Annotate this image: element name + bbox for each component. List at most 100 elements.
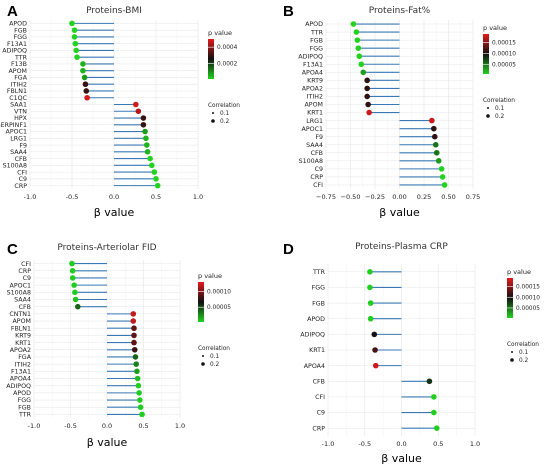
chart-plasma-crp: Proteins-Plasma CRP -1.0 -0.5 0.0 0.5 1.0 β va… [300, 242, 540, 465]
x-tick-label: 1.0 [470, 440, 480, 448]
lollipop-point [433, 149, 440, 156]
lollipop-point [431, 409, 437, 416]
legend-size-title: Correlation [483, 98, 515, 104]
lollipop-point [140, 121, 147, 128]
lollipop-point [367, 300, 374, 306]
category-label: S100A8 [299, 158, 323, 165]
category-label: FGA [14, 75, 28, 82]
x-tick-label: -0.5 [358, 440, 371, 448]
category-label: CRP [18, 268, 31, 275]
legend-color-tick-label: 0.00010 [516, 295, 540, 301]
legend-color-tick-label: 0.0004 [217, 45, 238, 51]
legend-color-bar [198, 282, 204, 322]
category-label: SAA1 [10, 102, 27, 109]
x-axis-label: β value [379, 206, 420, 219]
category-label: KRT1 [307, 110, 323, 117]
category-label: SAA4 [10, 149, 27, 156]
category-label: TTR [18, 412, 32, 419]
category-label: KRT1 [15, 340, 31, 347]
lollipop-point [135, 382, 142, 389]
category-label: CRP [310, 174, 323, 181]
lollipop-point [131, 325, 137, 332]
x-tick-label: -1.0 [322, 440, 335, 448]
category-label: FBLN1 [11, 325, 31, 332]
lollipop-point [431, 125, 437, 132]
legend-size-label: 0.2 [495, 114, 505, 120]
category-label: CNTN1 [9, 311, 31, 318]
legend-color-title: p value [208, 29, 232, 37]
legend-size-title: Correlation [198, 346, 230, 352]
x-axis-label: β value [381, 452, 422, 465]
legend-color-tick-label: 0.00010 [207, 289, 231, 295]
legend-color-tick-label: 0.00010 [492, 51, 516, 57]
x-tick-label: 0.5 [433, 440, 443, 448]
lollipop-point [72, 289, 78, 296]
category-label: ITIH2 [15, 361, 31, 368]
category-label: FGB [14, 27, 27, 34]
category-label: APOC1 [6, 129, 27, 136]
category-label: ADIPOQ [6, 383, 31, 390]
x-tick-label: -1.0 [28, 422, 41, 430]
lollipop-point [131, 339, 137, 346]
lollipop-point [441, 182, 448, 188]
chart-fat-percent: Proteins-Fat% −0.75 −0.50 −0.25 0.00 0.25 0.50… [298, 6, 516, 219]
category-label: ITIH2 [307, 94, 323, 101]
x-tick-label: 0.5 [138, 422, 148, 430]
category-label: CFI [17, 169, 27, 176]
grid [33, 260, 181, 418]
category-label: ADIPOQ [2, 48, 27, 55]
lollipop-point [429, 117, 435, 124]
category-label: APOM [9, 68, 28, 75]
category-label: C9 [315, 166, 323, 173]
legend-size-title: Correlation [507, 342, 539, 348]
lollipop-point [69, 267, 76, 274]
x-tick-label: -0.5 [66, 193, 79, 201]
lollipop-point [147, 155, 153, 162]
chart-title: Proteins-Arteriolar FID [57, 243, 156, 253]
lollipop-point [71, 282, 77, 288]
legend-size-dot [486, 114, 490, 118]
lollipop-point [367, 284, 373, 291]
category-label: S100A8 [3, 163, 27, 170]
lollipop-point [140, 115, 147, 121]
category-label: F13A1 [11, 369, 31, 376]
lollipop-point [82, 81, 89, 88]
category-label: TTR [310, 29, 324, 36]
x-tick-label: 0.5 [151, 193, 161, 201]
legend-size-dot [212, 112, 214, 114]
chart-title: Proteins-BMI [86, 6, 142, 16]
category-label: KRT9 [15, 333, 31, 340]
lollipop-point [132, 354, 139, 360]
lollipop-point [435, 158, 442, 164]
lollipop-point [426, 378, 433, 385]
legend-color-title: p value [483, 24, 507, 32]
lollipop-point [353, 29, 360, 35]
category-label: TTR [312, 269, 326, 276]
lollipop-point [84, 94, 90, 101]
category-label: F13B [11, 61, 27, 68]
lollipop-point [131, 346, 138, 353]
x-tick-label: −0.25 [365, 193, 385, 201]
category-label: CFB [15, 156, 27, 163]
lollipop-point [364, 85, 370, 92]
legend-size-dot [510, 358, 514, 362]
lollipop-point [355, 45, 362, 51]
legend-color-title: p value [198, 272, 222, 280]
lollipop-point [153, 176, 159, 182]
legend-size-dot [511, 351, 513, 353]
category-label: C9 [317, 410, 325, 417]
category-label: CFI [313, 182, 323, 189]
lollipop-point [433, 425, 440, 431]
legend-color-tick-label: 0.0002 [217, 61, 238, 67]
category-label: FGB [312, 300, 325, 307]
lollipop-point [154, 182, 161, 189]
lollipop-point [72, 296, 79, 303]
lollipop-point [142, 128, 148, 135]
x-tick-label: 0.50 [441, 193, 455, 201]
x-axis-label: β value [94, 206, 135, 219]
category-label: C9 [19, 176, 27, 183]
category-label: APOA4 [302, 70, 323, 77]
legend-size-dot [487, 107, 489, 109]
x-tick-label: -0.5 [64, 422, 77, 430]
category-label: FGA [18, 354, 32, 361]
